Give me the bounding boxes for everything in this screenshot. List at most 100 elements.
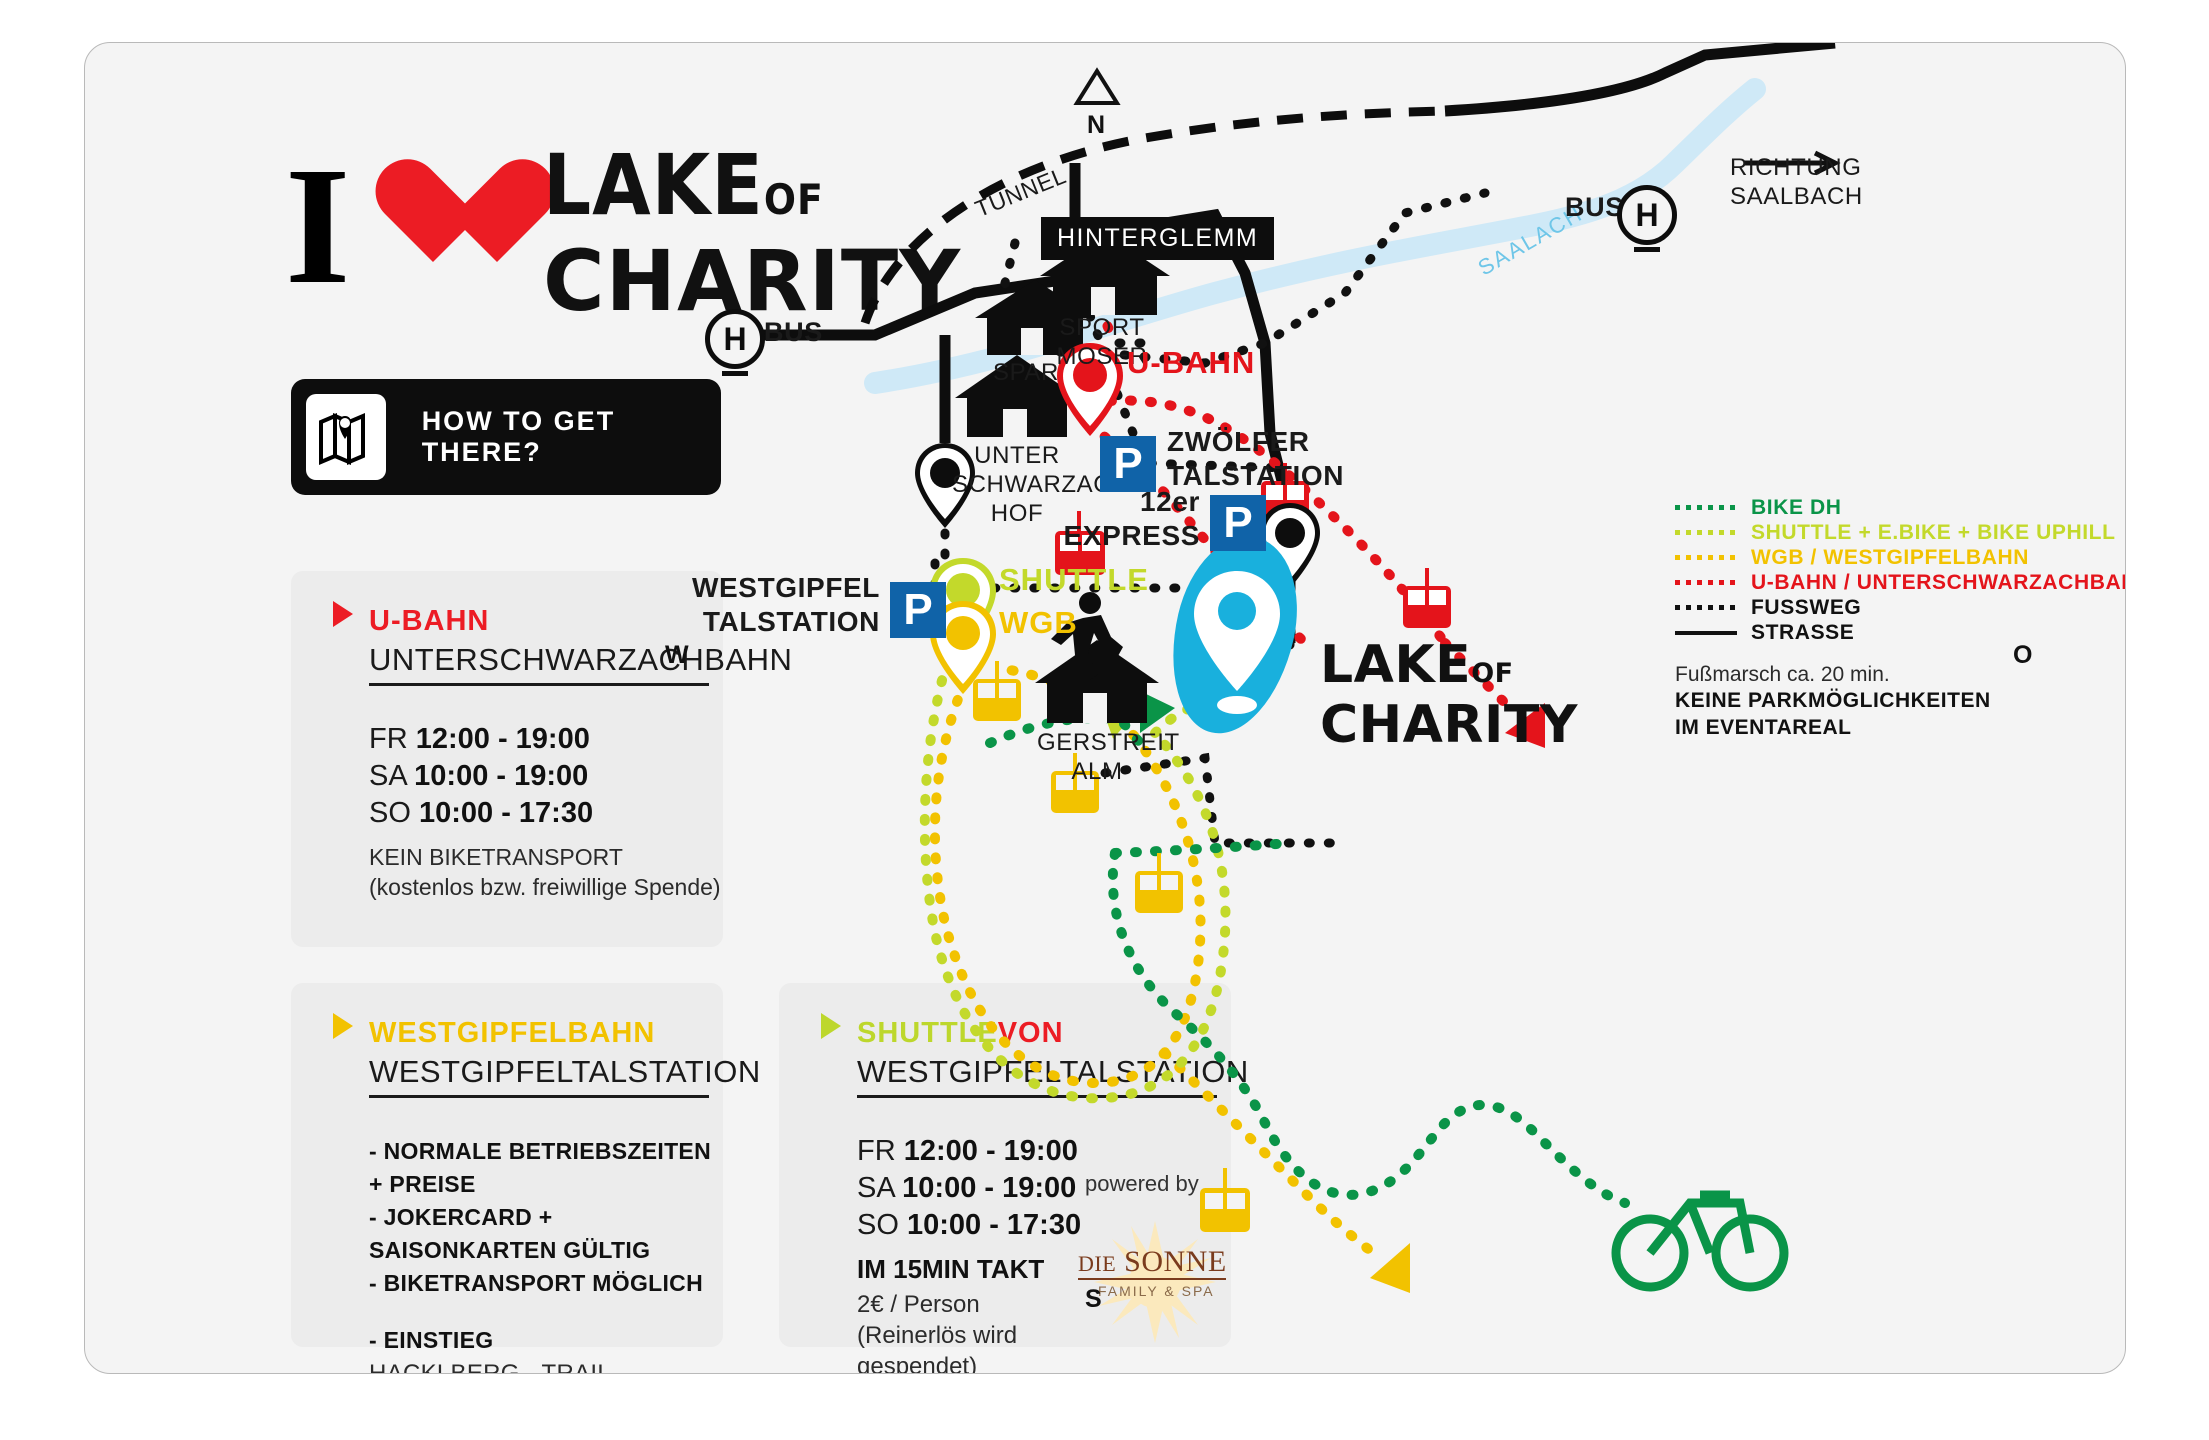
legend-label: SHUTTLE + E.BIKE + BIKE UPHILL [1751, 520, 2116, 544]
card-wgb-header: WESTGIPFELBAHN WESTGIPFELTALSTATION [333, 1013, 760, 1098]
card-ubahn-hours: FR 12:00 - 19:00 SA 10:00 - 19:00 SO 10:… [369, 721, 721, 902]
richtung-line2: SAALBACH [1730, 183, 1863, 210]
direction-arrow-icon [1745, 150, 1841, 176]
bullet-item: - JOKERCARD + SAISONKARTEN GÜLTIG [369, 1204, 651, 1263]
hours-day: FR [369, 723, 408, 755]
logo-of-text: OF [763, 175, 824, 224]
route-shuttle-loop [919, 618, 1231, 1104]
card-wgb-subtitle: WESTGIPFELTALSTATION [369, 1054, 760, 1098]
how-to-get-there-button[interactable]: HOW TO GET THERE? [291, 379, 721, 495]
bicycle-icon [1611, 1190, 1789, 1292]
label-bus-left: BUS [764, 317, 823, 347]
price-line-3: gespendet) [857, 1353, 978, 1374]
label-12er-express: 12er EXPRESS [1005, 485, 1200, 553]
bus-stop-icon-right[interactable]: H [1617, 185, 1677, 252]
poster-card: I LAKEOF CHARITY HOW TO GET THERE? U-BAH… [84, 42, 2126, 1374]
legend-row: BIKE DH [1675, 495, 2125, 520]
route-wgb-arrow [1370, 1243, 1410, 1293]
legend-swatch [1675, 505, 1737, 510]
triangle-marker-icon [821, 1013, 841, 1039]
heart-icon [371, 162, 495, 274]
legend-row: SHUTTLE + E.BIKE + BIKE UPHILL [1675, 520, 2125, 545]
compass-east-label: O [2013, 641, 2033, 669]
gondola-icon-ubahn [1055, 511, 1105, 575]
legend-swatch [1675, 555, 1737, 560]
card-wgb-title: WESTGIPFELBAHN [369, 1017, 656, 1049]
house-icon-sport-moser [1040, 233, 1170, 315]
label-richtung-saalbach: RICHTUNG SAALBACH [1730, 153, 1863, 211]
bullet-item: - NORMALE BETRIEBSZEITEN + PREISE [369, 1138, 711, 1197]
gerstreit-line2: ALM [1071, 758, 1123, 785]
hours-day: SA [369, 760, 407, 792]
gondola-icon-wgb-2 [1051, 753, 1099, 813]
legend-label: U-BAHN / UNTERSCHWARZACHBAHN [1751, 570, 2126, 594]
shuttle-price: 2€ / Person (Reinerlös wird gespendet) [857, 1289, 1081, 1374]
route-wgb-down [1160, 1048, 1385, 1263]
powered-by-label: powered by [1085, 1171, 1199, 1196]
hours-row: FR 12:00 - 19:00 [369, 721, 721, 758]
compass-north-label: N [1087, 111, 1106, 139]
label-bus-right: BUS [1565, 192, 1624, 222]
wgt-line1: WESTGIPFEL [692, 572, 880, 603]
note-line-1: KEIN BIKETRANSPORT [369, 844, 623, 870]
trail-item: HACKLBERG - TRAIL [369, 1360, 612, 1374]
house-icon-gerstreit-alm [1035, 640, 1159, 723]
label-ubahn-map: U-BAHN [1127, 345, 1256, 380]
label-sport-moser: SPORT MOSER [1047, 313, 1157, 371]
hours-value: 12:00 - 19:00 [903, 1135, 1078, 1167]
card-shuttle-hours: FR 12:00 - 19:00 SA 10:00 - 19:00 SO 10:… [857, 1133, 1081, 1374]
map-logo-lake-line: LAKEOF [1320, 639, 1578, 698]
triangle-marker-icon [333, 601, 353, 627]
ush-line1: UNTER [974, 442, 1060, 469]
hours-day: SA [857, 1172, 895, 1204]
legend-label: STRASSE [1751, 620, 1855, 644]
logo-lake-text: LAKE [543, 136, 764, 234]
legend-label: FUSSWEG [1751, 595, 1862, 619]
map-legend: BIKE DH SHUTTLE + E.BIKE + BIKE UPHILL W… [1675, 495, 2126, 645]
label-westgipfel-talstation: WESTGIPFEL TALSTATION [675, 571, 880, 639]
hours-value: 12:00 - 19:00 [415, 723, 590, 755]
bus-stop-icon-left[interactable]: H [705, 309, 765, 376]
legend-parking-note-1: KEINE PARKMÖGLICHKEITEN [1675, 689, 1991, 712]
die-sonne-rule [1078, 1278, 1226, 1280]
triangle-marker-icon [333, 1013, 353, 1039]
legend-row: U-BAHN / UNTERSCHWARZACHBAHN [1675, 570, 2126, 595]
ush-line3: HOF [990, 500, 1044, 527]
card-ubahn: U-BAHN UNTERSCHWARZACHBAHN FR 12:00 - 19… [291, 571, 792, 1373]
hours-row: SA 10:00 - 19:00 [369, 758, 721, 795]
hours-day: SO [369, 797, 411, 829]
legend-walk-note: Fußmarsch ca. 20 min. [1675, 663, 1890, 686]
route-bike-dh-mid [1110, 838, 1295, 858]
bullet-einstieg: - EINSTIEG [369, 1327, 494, 1353]
label-spar: SPAR [993, 359, 1059, 386]
map-logo-of: OF [1471, 658, 1514, 689]
parking-sign-12er: P [1210, 495, 1266, 551]
road-main [1444, 43, 1836, 117]
house-icon-spar [975, 280, 1095, 355]
pedestrian-icon [1051, 592, 1123, 680]
hours-value: 10:00 - 19:00 [414, 760, 589, 792]
tunnel-route [860, 106, 1446, 325]
parking-sign-westgipfel: P [890, 582, 946, 638]
sport-line2: MOSER [1056, 343, 1148, 370]
legend-swatch [1675, 530, 1737, 535]
hours-value: 10:00 - 19:00 [902, 1172, 1077, 1204]
label-gerstreit-alm: GERSTREIT ALM [1037, 728, 1179, 786]
price-line-2: (Reinerlös wird [857, 1322, 1018, 1349]
legend-row: STRASSE [1675, 620, 2125, 645]
map-legend-note: Fußmarsch ca. 20 min. KEINE PARKMÖGLICHK… [1675, 663, 1991, 741]
gondola-icon-ubahn-3 [1403, 568, 1451, 628]
card-ubahn-title: U-BAHN [369, 605, 490, 637]
legend-parking-note-2: IM EVENTAREAL [1675, 716, 1852, 739]
price-line-1: 2€ / Person [857, 1291, 980, 1318]
lake-pin-overlay [1194, 571, 1280, 714]
ush-line2: SCHWARZACH [952, 471, 1130, 498]
map-event-logo: LAKEOF CHARITY [1320, 639, 1578, 752]
bullet-item: - BIKETRANSPORT MÖGLICH [369, 1270, 703, 1296]
hours-row: SO 10:00 - 17:30 [369, 795, 721, 832]
route-bike-dh-main [1107, 848, 1630, 1208]
legend-swatch [1675, 605, 1737, 610]
hours-value: 10:00 - 17:30 [418, 797, 594, 829]
gerstreit-line1: GERSTREIT [1037, 729, 1180, 756]
hours-day: SO [857, 1209, 899, 1241]
